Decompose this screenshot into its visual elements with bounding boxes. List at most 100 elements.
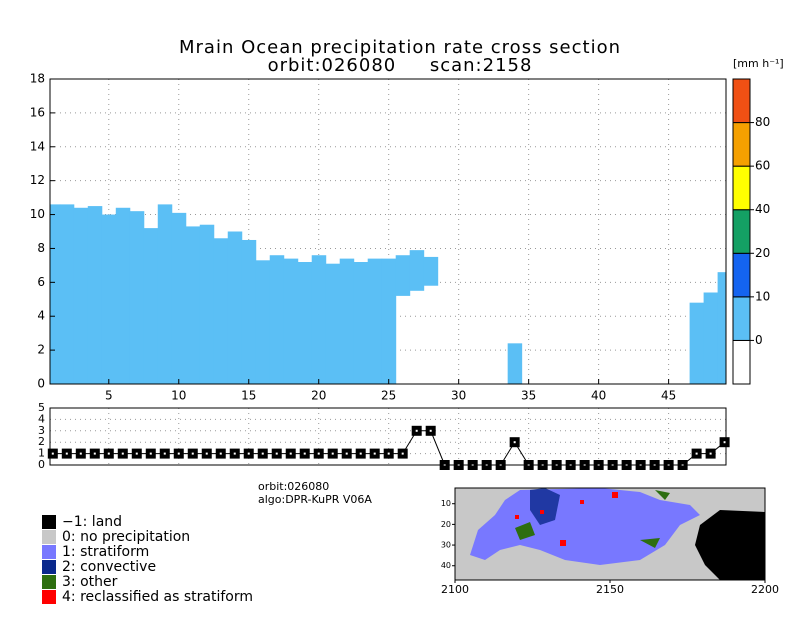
y-tick-label: 5 (38, 401, 45, 414)
bar (157, 204, 173, 384)
bar (269, 255, 285, 384)
map-other (640, 490, 670, 548)
y-tick-label: 3 (38, 424, 45, 437)
bar (311, 255, 327, 384)
y-tick-label: 4 (37, 309, 45, 323)
legend-swatch (42, 515, 56, 529)
bar (339, 258, 355, 384)
x-tick-label: 25 (381, 389, 396, 403)
bar (199, 224, 215, 384)
legend-label: 4: reclassified as stratiform (62, 589, 253, 605)
bar (353, 262, 369, 384)
type-marker-dot (331, 452, 334, 455)
type-marker-dot (135, 452, 138, 455)
x-tick-label: 20 (311, 389, 326, 403)
type-marker-dot (261, 452, 264, 455)
type-marker-dot (163, 452, 166, 455)
bar (115, 207, 131, 384)
colorbar-segment (732, 209, 751, 254)
type-marker-dot (317, 452, 320, 455)
bar (129, 211, 145, 384)
bar (423, 256, 439, 286)
type-marker-dot (51, 452, 54, 455)
y-tick-label: 8 (37, 241, 45, 255)
type-marker-dot (303, 452, 306, 455)
x-tick-label: 45 (661, 389, 676, 403)
info-text: orbit:026080 (258, 480, 329, 493)
colorbar-label: [mm h⁻¹] (733, 57, 784, 70)
x-tick-label: 35 (521, 389, 536, 403)
type-marker-dot (709, 452, 712, 455)
legend-label: −1: land (62, 514, 122, 530)
bar (395, 255, 411, 296)
colorbar-tick-label: 40 (755, 202, 770, 216)
colorbar-tick-label: 20 (755, 246, 770, 260)
map-convective (530, 488, 560, 525)
y-tick-label: 16 (30, 105, 45, 119)
colorbar-tick-label: 10 (755, 289, 770, 303)
info-text: algo:DPR-KuPR V06A (258, 493, 372, 506)
bar (717, 272, 727, 384)
bar (409, 250, 425, 291)
colorbar-segment (732, 296, 751, 341)
legend-label: 1: stratiform (62, 544, 149, 560)
x-tick-label: 5 (105, 389, 113, 403)
type-marker-dot (149, 452, 152, 455)
colorbar-segment (732, 339, 751, 385)
map-x-tick-label: 2100 (441, 583, 469, 596)
type-marker-dot (275, 452, 278, 455)
y-tick-label: 1 (38, 447, 45, 460)
bar (283, 258, 299, 384)
colorbar-tick-label: 80 (755, 115, 770, 129)
type-marker-dot (121, 452, 124, 455)
x-tick-label: 30 (451, 389, 466, 403)
y-tick-label: 6 (37, 275, 45, 289)
bar (367, 258, 383, 384)
y-tick-label: 4 (38, 412, 45, 425)
legend-label: 2: convective (62, 559, 156, 575)
map-y-tick-label: 10 (441, 499, 451, 508)
map-y-tick-label: 30 (441, 541, 451, 550)
y-tick-label: 14 (30, 139, 45, 153)
legend-swatch (42, 545, 56, 559)
type-marker-dot (65, 452, 68, 455)
x-tick-label: 15 (241, 389, 256, 403)
bar (101, 214, 117, 384)
legend-swatch (42, 530, 56, 544)
bar (689, 302, 705, 384)
bar (59, 204, 75, 384)
y-tick-label: 2 (37, 343, 45, 357)
type-marker-dot (93, 452, 96, 455)
legend-label: 3: other (62, 574, 118, 590)
type-marker-dot (429, 429, 432, 432)
type-frame (49, 407, 727, 466)
y-tick-label: 12 (30, 173, 45, 187)
map-y-tick-label: 20 (441, 520, 451, 529)
plot-frame (49, 78, 727, 385)
type-marker-dot (233, 452, 236, 455)
colorbar-segment (732, 165, 751, 211)
map-x-tick-label: 2200 (751, 583, 779, 596)
type-marker-dot (79, 452, 82, 455)
bar (87, 206, 103, 384)
bar (143, 228, 159, 384)
type-marker-dot (401, 452, 404, 455)
colorbar-tick-label: 60 (755, 159, 770, 173)
type-marker-dot (177, 452, 180, 455)
bar (703, 292, 719, 384)
bar (171, 212, 187, 384)
y-tick-label: 18 (30, 72, 45, 86)
bar (73, 207, 89, 384)
bar (185, 226, 201, 384)
y-tick-label: 10 (30, 207, 45, 221)
type-marker-dot (345, 452, 348, 455)
map-land (695, 510, 765, 580)
bar (241, 239, 257, 384)
bar (227, 231, 243, 384)
colorbar-segment (732, 122, 751, 167)
colorbar-segment (732, 252, 751, 298)
legend-swatch (42, 575, 56, 589)
type-marker-dot (289, 452, 292, 455)
bar (297, 262, 313, 384)
bar (325, 263, 341, 384)
